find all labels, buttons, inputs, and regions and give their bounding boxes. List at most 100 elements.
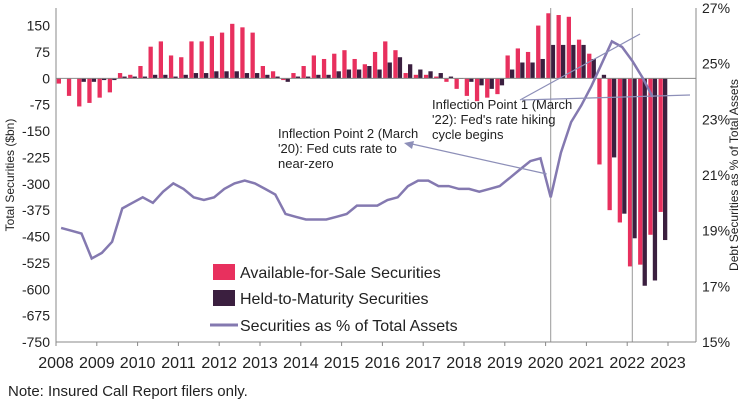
y2-tick-label: 21% [702,167,730,183]
afs-bar [587,53,592,79]
htm-bar [81,78,86,82]
x-tick-label: 2009 [79,355,115,372]
afs-bar [393,50,398,79]
y-tick-label: -600 [22,281,50,297]
afs-bar [352,58,357,79]
y-axis-title: Total Securities ($bn) [3,119,17,232]
inflection-lines [550,8,633,342]
htm-bar [469,78,474,82]
htm-bar [336,71,341,79]
htm-bar [357,69,362,79]
y-tick-label: 150 [27,18,51,34]
annotation-arrow [411,143,547,175]
afs-bar [403,73,408,79]
x-tick-label: 2011 [161,355,196,372]
afs-bar [138,66,143,79]
htm-bar [132,76,137,79]
htm-bar [183,74,188,79]
y-tick-label: -525 [22,255,50,271]
htm-bar [214,71,219,79]
afs-bar [342,50,347,79]
y-tick-label: -750 [22,334,50,350]
y2-tick-label: 17% [702,278,730,294]
x-tick-label: 2023 [650,355,686,372]
afs-bar [546,13,551,79]
htm-bar [377,69,382,79]
annotation-text: '22): Fed's rate hiking [432,112,555,127]
htm-bar [193,73,199,79]
afs-bar [66,78,72,96]
afs-bar [454,78,459,89]
y2-axis-title: Debt Securities as % of Total Assets [727,79,741,271]
htm-bar [601,74,607,79]
htm-bar [510,69,515,79]
afs-bar [321,58,327,79]
htm-bar [663,78,668,241]
htm-bar [652,78,658,281]
afs-bar [87,78,92,103]
afs-bar [485,78,490,98]
afs-bar [434,76,439,79]
x-tick-label: 2017 [405,355,441,372]
htm-bar [346,69,352,79]
htm-bar [224,71,229,79]
x-tick-label: 2020 [528,355,564,372]
afs-bar [525,51,531,79]
x-tick-label: 2019 [487,355,523,372]
annotation-arrow [521,94,691,101]
htm-bar [591,58,596,79]
legend-swatch-afs [213,264,235,280]
htm-bar [632,78,637,239]
annotations: Inflection Point 1 (March'22): Fed's rat… [278,33,691,175]
afs-bar [179,57,184,79]
y-tick-label: -75 [30,97,50,113]
afs-bar [566,16,571,79]
htm-bar [540,58,545,79]
x-tick-label: 2010 [120,355,156,372]
htm-bar [530,62,535,79]
htm-bar [520,62,525,79]
bars [56,13,668,286]
htm-bar [142,76,148,79]
htm-bar [408,64,413,79]
afs-bar [597,78,602,165]
afs-bar [423,74,429,79]
afs-bar [474,78,480,102]
annotation-arrow [519,33,641,101]
htm-bar [265,74,270,79]
annotation-text: Inflection Point 2 (March [278,126,418,141]
x-axis-ticks: 2008 2009 2010 2011 2012 2013 2014 2015 2016 2017… [38,342,686,372]
htm-bar [387,62,392,79]
afs-bar [56,78,61,84]
x-tick-label: 2014 [283,355,319,372]
htm-bar [122,76,127,79]
afs-bar [301,66,306,79]
htm-bar [306,76,311,79]
x-tick-label: 2022 [609,355,645,372]
x-tick-label: 2013 [242,355,278,372]
legend-label: Securities as % of Total Assets [240,318,458,335]
y-tick-label: -225 [22,149,50,165]
htm-bar [295,76,301,79]
afs-bar [648,78,653,235]
afs-bar [505,55,510,79]
securities-pct-line [60,39,654,261]
htm-bar [550,44,556,79]
htm-bar [234,71,239,79]
afs-bar [617,78,622,223]
afs-bar [383,41,388,79]
y2-tick-label: 15% [702,334,730,350]
afs-bar [444,78,449,82]
annotation-text: cycle begins [432,127,504,142]
y-tick-label: -450 [22,229,50,245]
y-axis-ticks: 150 75 0 -75 -150 -225 -300 -375 -450 -525 -600 -67… [22,18,50,350]
chart-note: Note: Insured Call Report filers only. [8,383,248,400]
htm-bar [489,78,494,89]
y-tick-label: 75 [34,44,50,60]
htm-bar [448,76,454,79]
htm-bar [418,69,423,79]
x-tick-label: 2015 [324,355,360,372]
htm-bar [163,74,168,79]
y2-tick-label: 23% [702,111,730,127]
